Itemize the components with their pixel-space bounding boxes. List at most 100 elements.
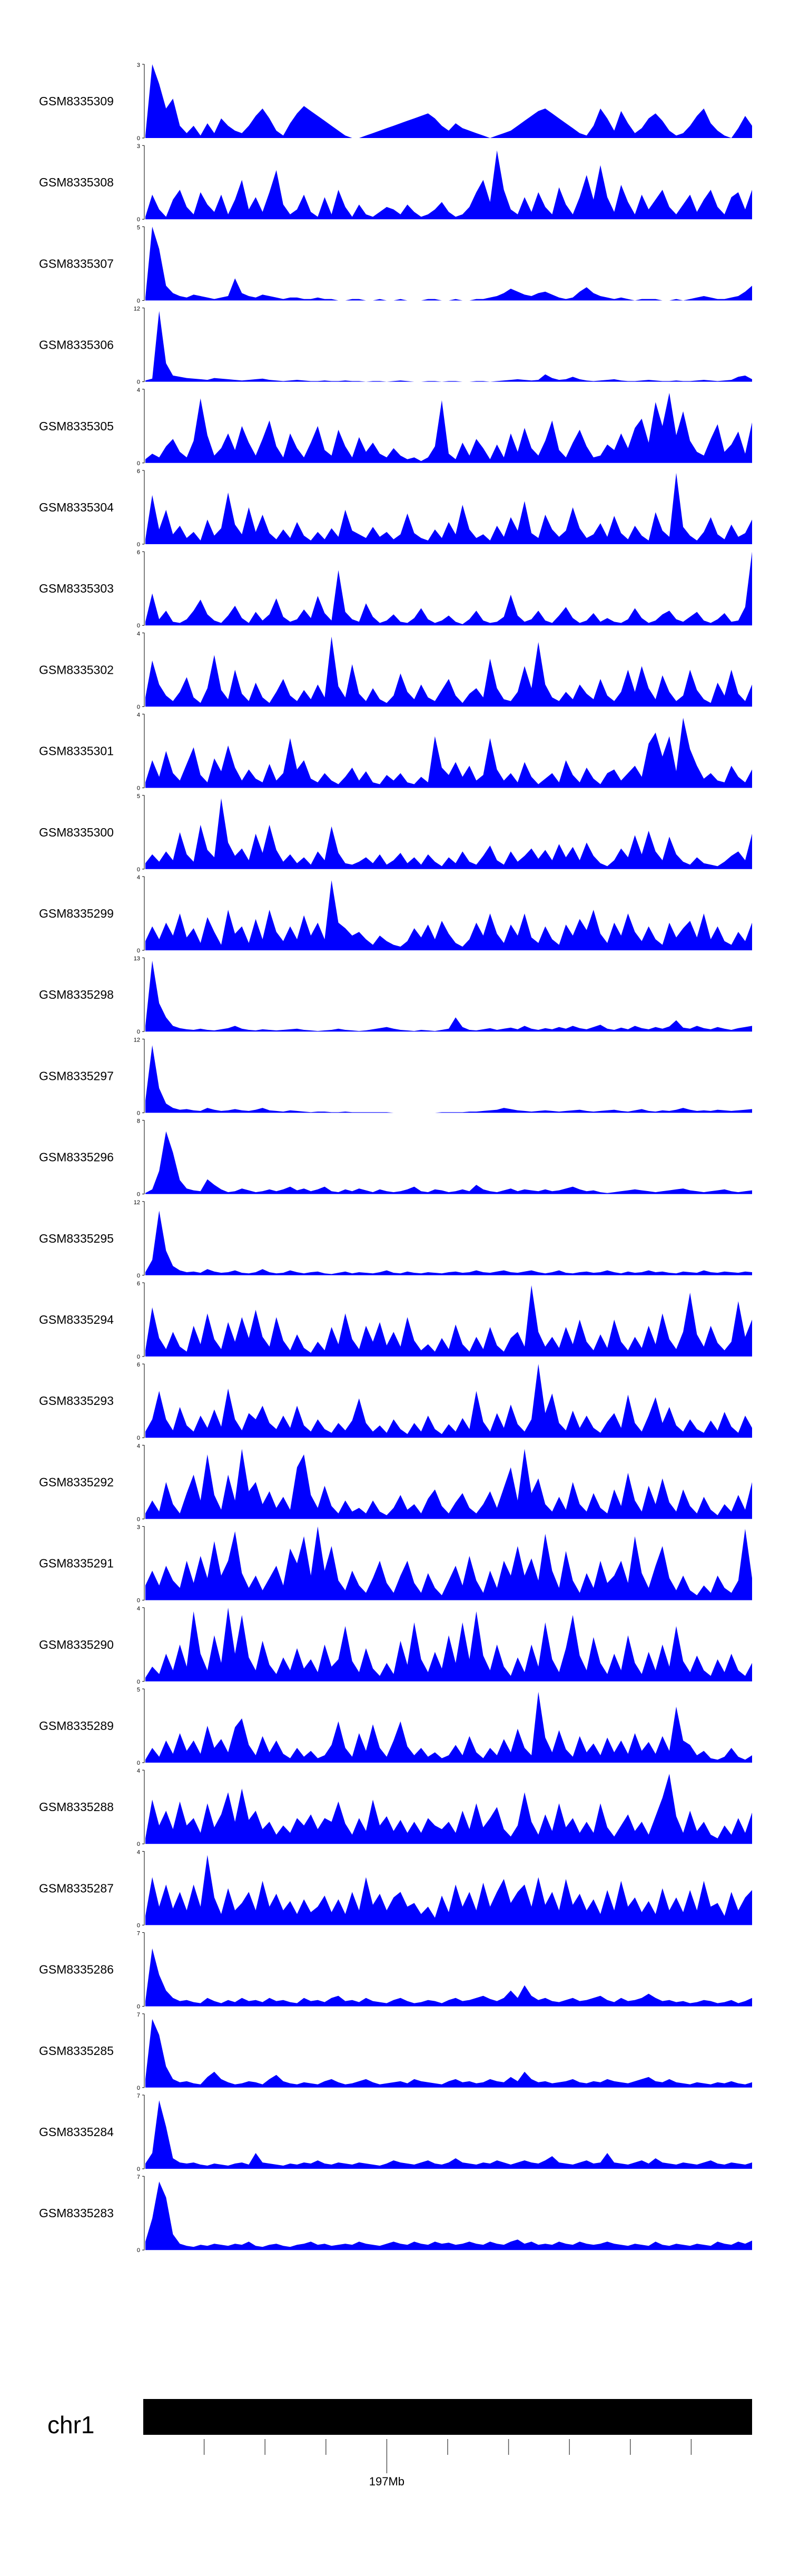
track-label: GSM8335305 — [39, 419, 114, 433]
track-y-min-label: 0 — [137, 460, 140, 467]
track-y-max-label: 6 — [137, 468, 140, 475]
coverage-track: GSM8335296 8 0 — [39, 1118, 752, 1198]
track-label: GSM8335302 — [39, 663, 114, 676]
coverage-area — [145, 636, 752, 707]
track-y-min-label: 0 — [137, 1354, 140, 1360]
track-label: GSM8335284 — [39, 2125, 114, 2139]
track-y-min-label: 0 — [137, 867, 140, 873]
coverage-track: GSM8335302 4 0 — [39, 631, 752, 710]
track-y-max-label: 4 — [137, 631, 140, 637]
coverage-area — [145, 473, 752, 544]
track-y-min-label: 0 — [137, 1841, 140, 1847]
track-y-max-label: 12 — [134, 1199, 140, 1206]
track-label: GSM8335298 — [39, 988, 114, 1001]
coverage-track: GSM8335284 7 0 — [39, 2093, 752, 2172]
track-y-max-label: 4 — [137, 1606, 140, 1612]
coverage-area — [145, 798, 752, 869]
track-label: GSM8335283 — [39, 2206, 114, 2220]
track-y-max-label: 4 — [137, 1443, 140, 1449]
track-y-max-label: 8 — [137, 1118, 140, 1125]
track-y-max-label: 4 — [137, 874, 140, 881]
track-y-min-label: 0 — [137, 135, 140, 142]
coverage-area — [145, 1364, 752, 1438]
coverage-track: GSM8335304 6 0 — [39, 468, 752, 548]
coverage-area — [145, 1131, 752, 1194]
track-label: GSM8335307 — [39, 257, 114, 270]
coverage-track: GSM8335307 5 0 — [39, 224, 752, 304]
track-y-max-label: 3 — [137, 62, 140, 68]
track-y-min-label: 0 — [137, 2166, 140, 2172]
track-y-min-label: 0 — [137, 1516, 140, 1522]
coverage-area — [145, 1285, 752, 1356]
chromosome-ticks — [203, 2439, 692, 2473]
track-y-min-label: 0 — [137, 1598, 140, 1604]
track-y-min-label: 0 — [137, 2247, 140, 2254]
coverage-track: GSM8335292 4 0 — [39, 1443, 752, 1522]
track-y-max-label: 4 — [137, 387, 140, 394]
coverage-area — [145, 1692, 752, 1763]
track-y-min-label: 0 — [137, 217, 140, 223]
coverage-track: GSM8335283 7 0 — [39, 2174, 752, 2254]
track-y-min-label: 0 — [137, 1192, 140, 1198]
track-label: GSM8335285 — [39, 2044, 114, 2058]
track-y-min-label: 0 — [137, 704, 140, 710]
track-label: GSM8335300 — [39, 825, 114, 839]
coverage-tracks: GSM833530930GSM833530830GSM833530750GSM8… — [39, 62, 752, 2254]
track-label: GSM8335296 — [39, 1151, 114, 1164]
track-label: GSM8335295 — [39, 1232, 114, 1245]
coverage-area — [145, 150, 752, 220]
track-y-min-label: 0 — [137, 948, 140, 954]
track-y-max-label: 5 — [137, 1687, 140, 1693]
coverage-track: GSM8335306 12 0 — [39, 306, 752, 386]
coverage-track: GSM8335295 12 0 — [39, 1199, 752, 1279]
track-y-max-label: 5 — [137, 224, 140, 231]
track-y-min-label: 0 — [137, 1435, 140, 1441]
track-y-max-label: 7 — [137, 2093, 140, 2099]
coverage-area — [145, 1855, 752, 1925]
coverage-track: GSM8335294 6 0 — [39, 1281, 752, 1360]
track-label: GSM8335306 — [39, 338, 114, 352]
track-y-max-label: 4 — [137, 1768, 140, 1774]
track-y-max-label: 12 — [134, 306, 140, 312]
track-label: GSM8335303 — [39, 582, 114, 595]
track-label: GSM8335290 — [39, 1638, 114, 1651]
track-y-min-label: 0 — [137, 298, 140, 304]
track-y-min-label: 0 — [137, 623, 140, 629]
coverage-track: GSM8335286 7 0 — [39, 1931, 752, 2010]
coverage-track: GSM8335297 12 0 — [39, 1037, 752, 1116]
track-y-min-label: 0 — [137, 2004, 140, 2010]
track-label: GSM8335299 — [39, 907, 114, 920]
coverage-area — [145, 1449, 752, 1519]
track-y-max-label: 6 — [137, 1362, 140, 1368]
track-y-max-label: 3 — [137, 1525, 140, 1531]
coverage-area — [145, 392, 752, 463]
track-label: GSM8335309 — [39, 94, 114, 108]
coverage-area — [145, 880, 752, 950]
chromosome-ideogram: chr1 197Mb — [47, 2399, 752, 2488]
coverage-area — [145, 2019, 752, 2088]
track-label: GSM8335291 — [39, 1557, 114, 1570]
track-y-max-label: 13 — [134, 956, 140, 962]
coverage-track: GSM8335285 7 0 — [39, 2012, 752, 2091]
track-label: GSM8335292 — [39, 1475, 114, 1489]
track-label: GSM8335289 — [39, 1719, 114, 1733]
coverage-track: GSM8335300 5 0 — [39, 793, 752, 873]
coverage-track: GSM8335293 6 0 — [39, 1362, 752, 1441]
track-label: GSM8335304 — [39, 500, 114, 514]
coverage-track: GSM8335289 5 0 — [39, 1687, 752, 1766]
track-y-min-label: 0 — [137, 785, 140, 792]
track-label: GSM8335308 — [39, 175, 114, 189]
coverage-track: GSM8335290 4 0 — [39, 1606, 752, 1685]
track-y-min-label: 0 — [137, 1760, 140, 1766]
track-label: GSM8335293 — [39, 1394, 114, 1408]
track-label: GSM8335297 — [39, 1069, 114, 1083]
track-y-max-label: 4 — [137, 1849, 140, 1855]
coverage-area — [145, 64, 752, 138]
track-label: GSM8335301 — [39, 744, 114, 758]
coverage-area — [145, 1607, 752, 1682]
track-y-max-label: 12 — [134, 1037, 140, 1043]
coverage-track: GSM8335291 3 0 — [39, 1525, 752, 1604]
coverage-track: GSM8335308 3 0 — [39, 143, 752, 223]
coverage-track: GSM8335299 4 0 — [39, 874, 752, 954]
